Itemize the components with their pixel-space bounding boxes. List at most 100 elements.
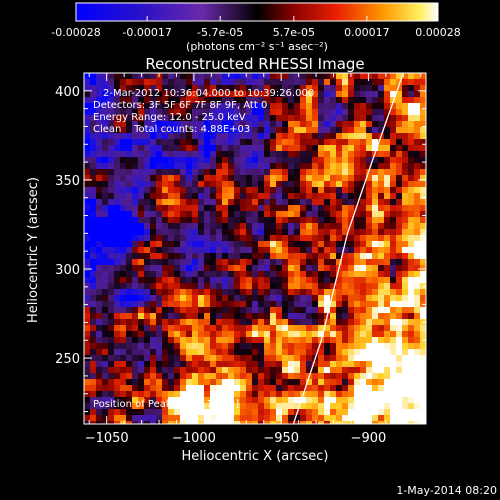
heatmap-cell bbox=[210, 91, 217, 98]
heatmap-cell bbox=[342, 283, 349, 290]
heatmap-cell bbox=[294, 205, 301, 212]
heatmap-cell bbox=[384, 397, 391, 404]
heatmap-cell bbox=[144, 391, 151, 398]
heatmap-cell bbox=[174, 385, 181, 392]
heatmap-cell bbox=[120, 343, 127, 350]
heatmap-cell bbox=[204, 73, 211, 80]
heatmap-cell bbox=[384, 421, 391, 424]
heatmap-cell bbox=[204, 397, 211, 404]
heatmap-cell bbox=[372, 349, 379, 356]
heatmap-cell bbox=[420, 391, 426, 398]
heatmap-cell bbox=[234, 331, 241, 338]
heatmap-cell bbox=[258, 73, 265, 80]
heatmap-cell bbox=[168, 337, 175, 344]
heatmap-cell bbox=[288, 295, 295, 302]
heatmap-cell bbox=[204, 235, 211, 242]
heatmap-cell bbox=[204, 391, 211, 398]
heatmap-cell bbox=[384, 217, 391, 224]
heatmap-cell bbox=[264, 169, 271, 176]
heatmap-cell bbox=[348, 301, 355, 308]
heatmap-cell bbox=[114, 73, 121, 80]
heatmap-cell bbox=[204, 79, 211, 86]
heatmap-cell bbox=[264, 397, 271, 404]
heatmap-cell bbox=[366, 319, 373, 326]
heatmap-cell bbox=[138, 283, 145, 290]
heatmap-cell bbox=[354, 163, 361, 170]
heatmap-cell bbox=[330, 211, 337, 218]
heatmap-cell bbox=[258, 187, 265, 194]
heatmap-cell bbox=[390, 187, 397, 194]
heatmap-cell bbox=[132, 97, 139, 104]
heatmap-cell bbox=[228, 295, 235, 302]
heatmap-cell bbox=[270, 85, 277, 92]
heatmap-cell bbox=[84, 187, 91, 194]
heatmap-cell bbox=[288, 151, 295, 158]
heatmap-cell bbox=[126, 301, 133, 308]
heatmap-cell bbox=[342, 373, 349, 380]
heatmap-cell bbox=[180, 217, 187, 224]
heatmap-cell bbox=[360, 355, 367, 362]
heatmap-cell bbox=[150, 181, 157, 188]
heatmap-cell bbox=[378, 211, 385, 218]
heatmap-cell bbox=[234, 103, 241, 110]
heatmap-cell bbox=[264, 217, 271, 224]
heatmap-cell bbox=[372, 79, 379, 86]
heatmap-cell bbox=[174, 343, 181, 350]
heatmap-cell bbox=[414, 109, 421, 116]
heatmap-cell bbox=[318, 145, 325, 152]
heatmap-cell bbox=[96, 133, 103, 140]
heatmap-cell bbox=[378, 145, 385, 152]
heatmap-cell bbox=[396, 277, 403, 284]
heatmap-cell bbox=[150, 217, 157, 224]
heatmap-cell bbox=[276, 205, 283, 212]
heatmap-cell bbox=[384, 109, 391, 116]
heatmap-cell bbox=[234, 361, 241, 368]
heatmap-cell bbox=[306, 235, 313, 242]
heatmap-cell bbox=[336, 145, 343, 152]
heatmap-cell bbox=[294, 199, 301, 206]
heatmap-cell bbox=[114, 97, 121, 104]
heatmap-cell bbox=[234, 91, 241, 98]
heatmap-cell bbox=[168, 223, 175, 230]
heatmap-cell bbox=[102, 205, 109, 212]
heatmap-cell bbox=[318, 127, 325, 134]
heatmap-cell bbox=[324, 301, 331, 308]
heatmap-cell bbox=[408, 73, 415, 80]
heatmap-cell bbox=[198, 397, 205, 404]
heatmap-cell bbox=[180, 397, 187, 404]
heatmap-cell bbox=[276, 157, 283, 164]
heatmap-cell bbox=[312, 103, 319, 110]
heatmap-cell bbox=[174, 289, 181, 296]
heatmap-cell bbox=[300, 199, 307, 206]
heatmap-cell bbox=[186, 343, 193, 350]
heatmap-cell bbox=[126, 193, 133, 200]
heatmap-cell bbox=[336, 97, 343, 104]
heatmap-cell bbox=[270, 331, 277, 338]
heatmap-cell bbox=[162, 283, 169, 290]
heatmap-cell bbox=[162, 355, 169, 362]
heatmap-cell bbox=[162, 103, 169, 110]
heatmap-cell bbox=[258, 193, 265, 200]
heatmap-cell bbox=[366, 85, 373, 92]
heatmap-cell bbox=[276, 253, 283, 260]
heatmap-cell bbox=[378, 97, 385, 104]
heatmap-cell bbox=[324, 403, 331, 410]
heatmap-cell bbox=[126, 181, 133, 188]
heatmap-cell bbox=[306, 391, 313, 398]
heatmap-cell bbox=[168, 181, 175, 188]
heatmap-cell bbox=[114, 265, 121, 272]
heatmap-cell bbox=[252, 391, 259, 398]
heatmap-cell bbox=[348, 85, 355, 92]
heatmap-cell bbox=[372, 391, 379, 398]
heatmap-cell bbox=[264, 391, 271, 398]
heatmap-cell bbox=[288, 319, 295, 326]
heatmap-cell bbox=[354, 97, 361, 104]
heatmap-cell bbox=[414, 73, 421, 80]
heatmap-cell bbox=[282, 187, 289, 194]
heatmap-cell bbox=[108, 247, 115, 254]
heatmap-cell bbox=[180, 301, 187, 308]
heatmap-cell bbox=[186, 337, 193, 344]
heatmap-cell bbox=[312, 79, 319, 86]
heatmap-cell bbox=[84, 247, 91, 254]
heatmap-cell bbox=[138, 109, 145, 116]
